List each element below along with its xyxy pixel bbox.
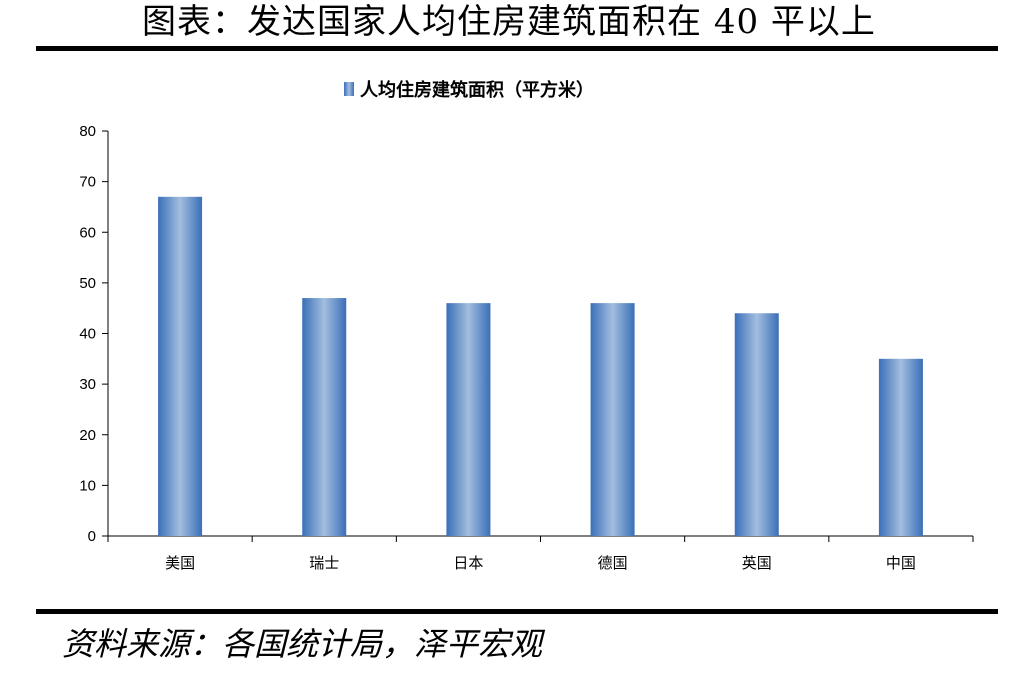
footer-rule (36, 609, 998, 614)
chart-axes: 0 10 20 30 40 50 60 70 80 美国 瑞士 日本 德国 英国 中国 (79, 123, 974, 572)
y-tick-label: 10 (79, 477, 96, 494)
y-tick-label: 20 (79, 427, 96, 444)
chart-bars (158, 196, 923, 536)
bar-美国 (158, 196, 203, 536)
x-category-label: 德国 (598, 554, 628, 572)
chart-legend: 人均住房建筑面积（平方米） (344, 79, 594, 101)
y-tick-label: 60 (79, 224, 96, 241)
bar-chart: 人均住房建筑面积（平方米） 0 10 20 30 40 50 60 70 80 美国 瑞士 日本 德国 英… (79, 79, 974, 572)
bar-瑞士 (302, 298, 347, 536)
y-tick-label: 70 (79, 174, 96, 191)
legend-swatch (344, 82, 354, 96)
bar-德国 (590, 303, 635, 536)
x-category-label: 美国 (165, 554, 195, 572)
bar-日本 (446, 303, 491, 536)
y-tick-label: 50 (79, 275, 96, 292)
legend-label: 人均住房建筑面积（平方米） (360, 79, 594, 101)
y-tick-label: 0 (88, 528, 96, 545)
bar-英国 (734, 313, 779, 536)
title-rule (36, 46, 998, 51)
page-title: 图表：发达国家人均住房建筑面积在 40 平以上 (142, 2, 876, 42)
x-category-label: 英国 (742, 554, 772, 572)
x-category-label: 中国 (886, 554, 916, 572)
y-tick-label: 40 (79, 326, 96, 343)
y-tick-label: 80 (79, 123, 96, 140)
x-category-label: 瑞士 (309, 554, 339, 572)
bar-中国 (878, 358, 923, 536)
source-note: 资料来源：各国统计局，泽平宏观 (62, 625, 543, 663)
y-tick-label: 30 (79, 376, 96, 393)
x-category-label: 日本 (453, 554, 483, 572)
